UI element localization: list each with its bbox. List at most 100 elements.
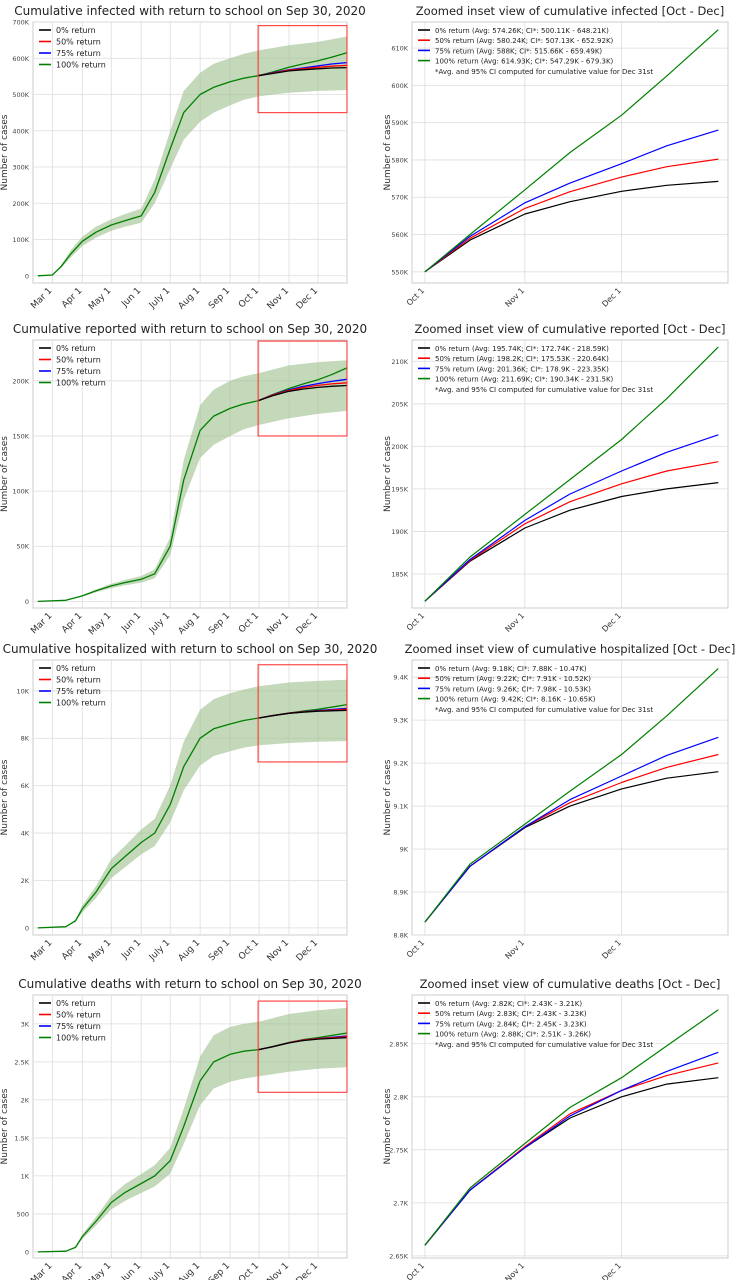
x-tick-label: Nov 1 — [266, 938, 292, 964]
y-tick-label: 1K — [21, 1172, 30, 1180]
legend-entry: 75% return (Avg: 201.36K; CI*: 178.9K - … — [435, 365, 609, 373]
y-tick-label: 2K — [21, 1096, 30, 1104]
y-axis-label: Number of cases — [383, 1088, 393, 1164]
x-tick-label: Aug 1 — [177, 286, 203, 312]
x-tick-label: Jun 1 — [120, 286, 144, 310]
legend-entry: 50% return — [56, 38, 101, 47]
chart-title: Cumulative infected with return to schoo… — [14, 4, 366, 18]
x-tick-label: Oct 1 — [405, 938, 427, 960]
plot-area — [411, 994, 729, 1259]
legend-note: *Avg. and 95% CI computed for cumulative… — [435, 386, 653, 394]
legend-entry: 0% return (Avg: 195.74K; CI*: 172.74K - … — [435, 345, 609, 353]
legend-entry: 50% return (Avg: 580.24K; CI*: 507.13K -… — [435, 37, 614, 45]
legend-entry: 0% return — [56, 664, 96, 673]
x-tick-label: Oct 1 — [237, 1261, 261, 1280]
x-tick-label: Mar 1 — [29, 286, 54, 311]
x-tick-label: Dec 1 — [600, 938, 623, 961]
x-tick-label: Dec 1 — [600, 286, 623, 309]
y-tick-label: 700K — [12, 19, 29, 27]
y-tick-label: 570K — [391, 194, 408, 202]
y-tick-label: 9.3K — [393, 717, 408, 725]
legend-entry: 0% return (Avg: 2.82K; CI*: 2.43K - 3.21… — [435, 1000, 582, 1008]
series-line-common — [37, 400, 259, 603]
series-line-50-return — [424, 461, 719, 602]
x-tick-label: Sep 1 — [207, 286, 232, 311]
chart-title: Zoomed inset view of cumulative reported… — [414, 322, 725, 336]
legend-entry: 50% return (Avg: 9.22K; CI*: 7.91K - 10.… — [435, 675, 591, 683]
chart-title: Cumulative hospitalized with return to s… — [3, 642, 378, 656]
y-tick-label: 3K — [21, 1020, 30, 1028]
chart-title: Zoomed inset view of cumulative deaths [… — [420, 977, 721, 991]
legend-entry: 100% return — [56, 61, 106, 70]
x-tick-label: Dec 1 — [295, 286, 320, 311]
legend-entry: 75% return — [56, 367, 101, 376]
y-tick-label: 560K — [391, 231, 408, 239]
infected-main-chart: Cumulative infected with return to schoo… — [0, 4, 366, 312]
y-tick-label: 0 — [25, 1248, 29, 1256]
y-tick-label: 185K — [391, 570, 408, 578]
x-tick-label: Aug 1 — [177, 938, 203, 964]
x-tick-label: Jun 1 — [120, 611, 144, 635]
x-tick-label: May 1 — [87, 938, 113, 964]
inset-region-box — [257, 1000, 348, 1093]
x-tick-label: Apr 1 — [60, 1261, 84, 1280]
legend-entry: 50% return (Avg: 198.2K; CI*: 175.53K - … — [435, 355, 609, 363]
y-tick-label: 8K — [21, 735, 30, 743]
y-tick-label: 500K — [12, 91, 29, 99]
x-tick-label: Dec 1 — [295, 938, 320, 963]
y-tick-label: 2.5K — [14, 1058, 29, 1066]
y-tick-label: 590K — [391, 119, 408, 127]
x-tick-label: July 1 — [147, 286, 172, 311]
hospitalized-inset-chart: Zoomed inset view of cumulative hospital… — [383, 642, 735, 961]
legend-note: *Avg. and 95% CI computed for cumulative… — [435, 1041, 653, 1049]
series-line-75-return — [424, 129, 719, 273]
legend-entry: 50% return — [56, 1011, 101, 1020]
x-tick-label: Oct 1 — [405, 1261, 427, 1280]
x-tick-label: Apr 1 — [60, 286, 84, 310]
legend-entry: 50% return — [56, 356, 101, 365]
x-tick-label: Mar 1 — [29, 938, 54, 963]
legend-entry: 75% return — [56, 1022, 101, 1031]
y-tick-label: 1.5K — [14, 1134, 29, 1142]
legend-note: *Avg. and 95% CI computed for cumulative… — [435, 706, 653, 714]
y-tick-label: 210K — [391, 358, 408, 366]
x-tick-label: May 1 — [87, 286, 113, 312]
legend-entry: 0% return — [56, 344, 96, 353]
y-tick-label: 200K — [391, 443, 408, 451]
reported-main-chart: Cumulative reported with return to schoo… — [0, 322, 367, 637]
y-tick-label: 4K — [21, 830, 30, 838]
y-axis-label: Number of cases — [0, 436, 10, 512]
y-tick-label: 0 — [25, 272, 29, 280]
infected-inset-chart: Zoomed inset view of cumulative infected… — [383, 4, 729, 309]
x-tick-label: Nov 1 — [266, 286, 292, 312]
series-line-0-return — [257, 384, 348, 402]
series-line-0-return — [258, 66, 348, 77]
legend-entry: 75% return (Avg: 588K; CI*: 515.66K - 65… — [435, 47, 602, 55]
series-line-75-return — [424, 434, 719, 602]
x-tick-label: Mar 1 — [29, 611, 54, 636]
y-tick-label: 195K — [391, 485, 408, 493]
legend-entry: 0% return (Avg: 574.26K; CI*: 500.11K - … — [435, 27, 609, 35]
plot-area — [411, 339, 729, 609]
inset-region-box — [257, 340, 348, 437]
y-axis-label: Number of cases — [383, 759, 393, 835]
y-tick-label: 190K — [391, 528, 408, 536]
legend-entry: 75% return — [56, 687, 101, 696]
confidence-band — [37, 36, 348, 276]
legend-entry: 100% return (Avg: 614.93K; CI*: 547.29K … — [435, 58, 614, 66]
series-line-75-return — [424, 1051, 719, 1246]
chart-title: Cumulative deaths with return to school … — [18, 977, 362, 991]
x-tick-label: Dec 1 — [600, 611, 623, 634]
x-tick-label: Oct 1 — [405, 611, 427, 633]
legend-entry: 100% return (Avg: 211.69K; CI*: 190.34K … — [435, 376, 614, 384]
legend-entry: 50% return (Avg: 2.83K; CI*: 2.43K - 3.2… — [435, 1010, 587, 1018]
y-tick-label: 300K — [12, 164, 29, 172]
y-tick-label: 100K — [12, 488, 29, 496]
plot-area — [411, 659, 729, 936]
series-line-0-return — [424, 180, 719, 273]
y-tick-label: 0 — [25, 924, 29, 932]
x-tick-label: Oct 1 — [237, 938, 261, 962]
y-tick-label: 2.7K — [393, 1199, 408, 1207]
chart-title: Cumulative reported with return to schoo… — [13, 322, 367, 336]
x-tick-label: Nov 1 — [266, 1261, 292, 1280]
